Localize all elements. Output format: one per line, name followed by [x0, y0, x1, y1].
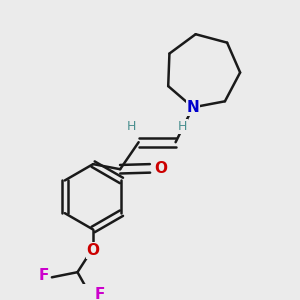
Text: H: H	[178, 120, 188, 133]
Text: O: O	[87, 243, 100, 258]
Text: F: F	[94, 287, 105, 300]
Text: H: H	[127, 120, 136, 133]
Text: N: N	[187, 100, 199, 115]
Text: F: F	[38, 268, 49, 284]
Text: O: O	[154, 161, 167, 176]
